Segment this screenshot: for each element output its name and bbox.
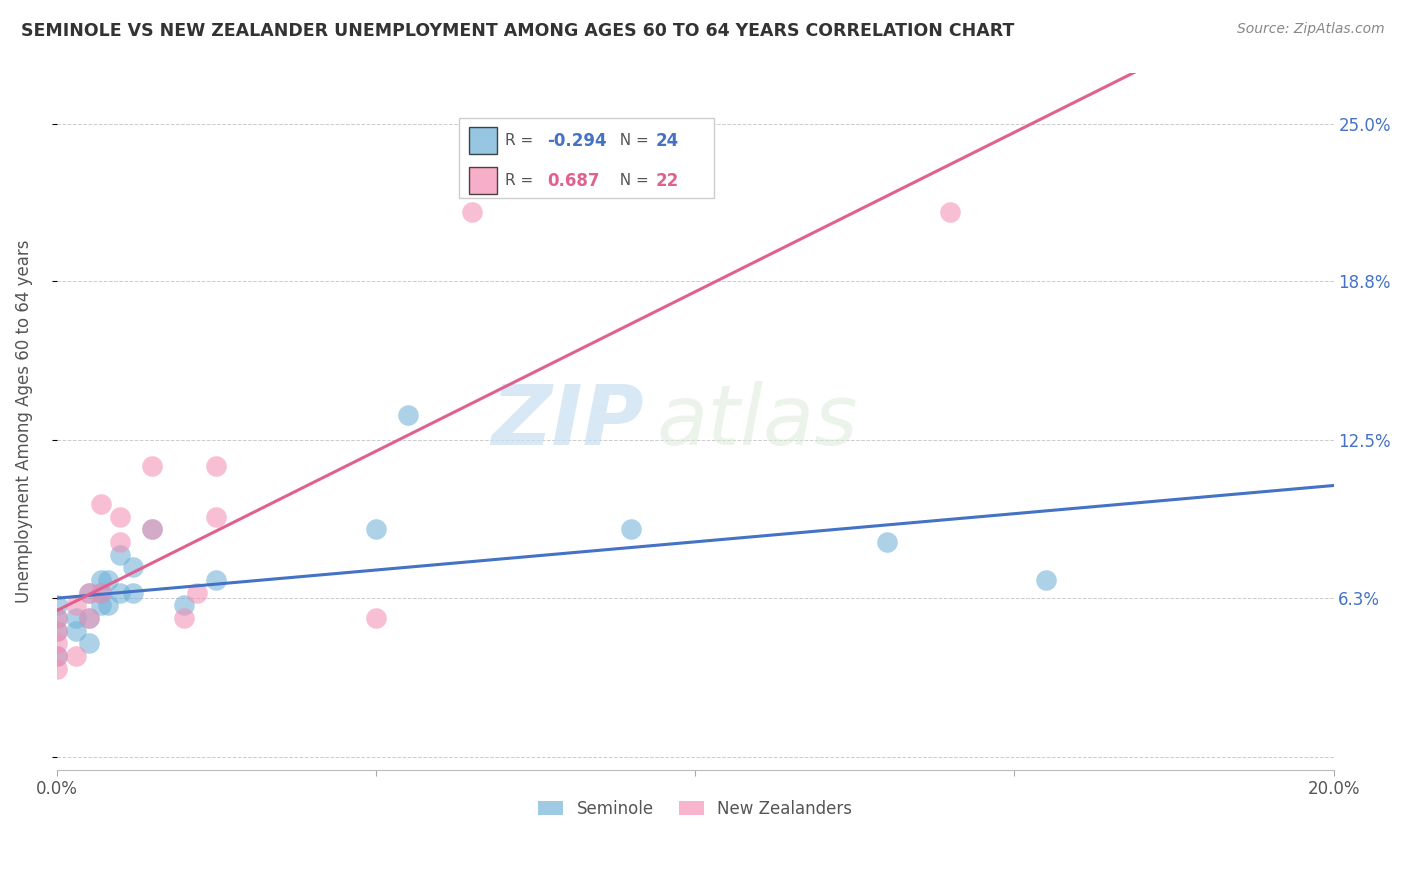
Point — [141, 522, 163, 536]
Text: 22: 22 — [655, 172, 679, 190]
Point — [173, 611, 195, 625]
Text: 0.687: 0.687 — [547, 172, 599, 190]
Point — [110, 509, 132, 524]
Point — [939, 205, 962, 219]
Text: -0.294: -0.294 — [547, 132, 606, 150]
Point — [396, 408, 419, 422]
Point — [186, 585, 208, 599]
Point — [1035, 573, 1057, 587]
Point — [45, 599, 67, 613]
Point — [364, 611, 387, 625]
Y-axis label: Unemployment Among Ages 60 to 64 years: Unemployment Among Ages 60 to 64 years — [15, 240, 32, 603]
Point — [364, 522, 387, 536]
Point — [110, 585, 132, 599]
Point — [90, 585, 112, 599]
FancyBboxPatch shape — [470, 128, 498, 154]
Point — [65, 599, 87, 613]
Point — [65, 611, 87, 625]
Point — [45, 648, 67, 663]
Point — [90, 497, 112, 511]
Point — [45, 611, 67, 625]
Point — [141, 458, 163, 473]
Point — [876, 534, 898, 549]
Point — [45, 648, 67, 663]
Point — [110, 534, 132, 549]
Text: Source: ZipAtlas.com: Source: ZipAtlas.com — [1237, 22, 1385, 37]
Point — [77, 585, 100, 599]
Text: SEMINOLE VS NEW ZEALANDER UNEMPLOYMENT AMONG AGES 60 TO 64 YEARS CORRELATION CHA: SEMINOLE VS NEW ZEALANDER UNEMPLOYMENT A… — [21, 22, 1015, 40]
Point — [77, 636, 100, 650]
Point — [45, 636, 67, 650]
Point — [90, 573, 112, 587]
Point — [90, 585, 112, 599]
Point — [45, 624, 67, 638]
Point — [122, 585, 145, 599]
Point — [205, 573, 228, 587]
Point — [77, 611, 100, 625]
Point — [110, 548, 132, 562]
Point — [77, 611, 100, 625]
Text: R =: R = — [505, 133, 538, 148]
Point — [460, 205, 482, 219]
Point — [205, 509, 228, 524]
Text: N =: N = — [610, 133, 654, 148]
Point — [205, 458, 228, 473]
Point — [97, 573, 120, 587]
Point — [97, 599, 120, 613]
Point — [45, 662, 67, 676]
Text: 24: 24 — [655, 132, 679, 150]
Point — [65, 624, 87, 638]
Text: R =: R = — [505, 173, 538, 188]
Legend: Seminole, New Zealanders: Seminole, New Zealanders — [531, 793, 859, 824]
Point — [65, 648, 87, 663]
Point — [45, 611, 67, 625]
Point — [45, 624, 67, 638]
FancyBboxPatch shape — [470, 168, 498, 194]
Point — [77, 585, 100, 599]
Point — [173, 599, 195, 613]
Text: ZIP: ZIP — [491, 381, 644, 462]
Point — [90, 599, 112, 613]
Point — [620, 522, 643, 536]
Point — [122, 560, 145, 574]
FancyBboxPatch shape — [458, 119, 714, 198]
Point — [141, 522, 163, 536]
Text: atlas: atlas — [657, 381, 859, 462]
Text: N =: N = — [610, 173, 654, 188]
